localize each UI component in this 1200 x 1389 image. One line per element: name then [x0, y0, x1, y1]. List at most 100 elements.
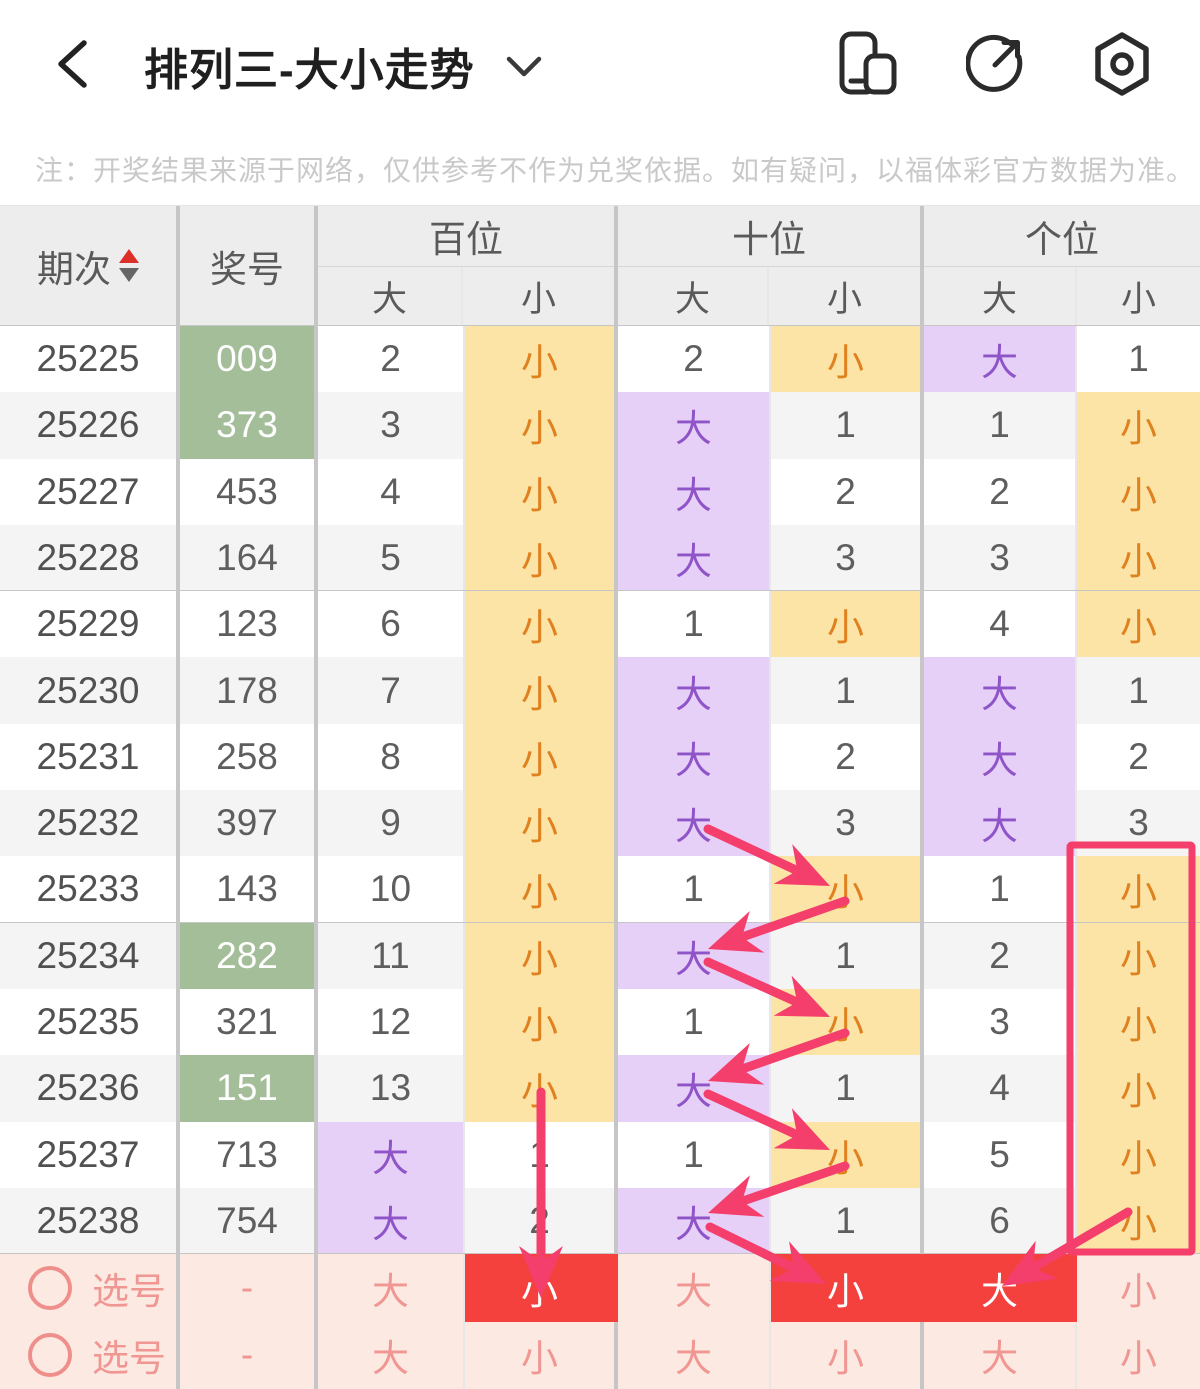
trend-cell: 4: [318, 458, 465, 525]
prize-cell: 754: [180, 1187, 318, 1254]
pick-cell[interactable]: 大: [318, 1254, 465, 1322]
trend-cell: 大: [318, 1121, 465, 1188]
trend-table: 期次 奖号 百位 大 小 十位 大 小 个位 大 小: [0, 205, 1200, 1389]
trend-cell: 小: [771, 326, 924, 393]
pick-cell[interactable]: 大: [924, 1254, 1077, 1322]
trend-cell: 10: [318, 856, 465, 922]
prize-cell: 282: [180, 922, 318, 989]
trend-cell: 2: [618, 326, 771, 393]
group-header-hundreds: 百位 大 小: [318, 206, 618, 325]
prize-cell: 258: [180, 723, 318, 791]
trend-cell: 3: [1128, 802, 1149, 844]
trend-cell: 小: [771, 1121, 924, 1188]
title-dropdown-button[interactable]: [505, 47, 543, 86]
trend-cell: 1: [618, 856, 771, 922]
trend-cell: 1: [465, 1121, 618, 1188]
pick-radio[interactable]: [28, 1265, 72, 1310]
trend-cell: 小: [1077, 591, 1200, 658]
table-pick-rows: 选号 - 大小大小大小选号 - 大小大小大小: [0, 1254, 1200, 1389]
trend-cell: 3: [771, 790, 924, 857]
sort-icon: [119, 249, 139, 282]
trend-cell: 大: [618, 657, 771, 724]
settings-button[interactable]: [1092, 31, 1152, 102]
period-cell: 25235: [0, 988, 180, 1056]
trend-cell: 12: [318, 988, 465, 1056]
trend-cell: 1: [771, 392, 924, 459]
prize-cell: 373: [180, 392, 318, 459]
trend-cell: 11: [318, 922, 465, 989]
trend-cell: 6: [318, 591, 465, 658]
trend-row: 25231 258 8 小大 2 大 2: [0, 723, 1200, 791]
disclaimer-text: 注：开奖结果来源于网络，仅供参考不作为兑奖依据。如有疑问，以福体彩官方数据为准。: [35, 154, 1196, 186]
pick-radio[interactable]: [28, 1333, 72, 1378]
trend-cell: 1: [618, 1121, 771, 1188]
trend-cell: 2: [924, 458, 1077, 525]
period-cell: 25238: [0, 1187, 180, 1254]
period-cell: 25230: [0, 657, 180, 724]
prize-cell: 453: [180, 458, 318, 525]
trend-cell: 1: [924, 856, 1077, 922]
period-cell: 25234: [0, 922, 180, 989]
sub-header-small: 小: [827, 279, 863, 319]
pick-label-cell: 选号: [0, 1321, 180, 1389]
trend-cell: 小: [465, 524, 618, 591]
trend-cell: 小: [465, 392, 618, 459]
trend-cell: 2: [771, 458, 924, 525]
pick-cell[interactable]: 小: [1120, 1270, 1157, 1312]
trend-cell: 5: [318, 524, 465, 591]
sort-up-icon: [119, 249, 139, 263]
pick-cell[interactable]: 小: [1120, 1338, 1157, 1380]
trend-cell: 2: [771, 723, 924, 791]
sub-header-big: 大: [318, 267, 464, 325]
pick-cell[interactable]: 大: [618, 1321, 771, 1389]
group-label: 百位: [318, 206, 614, 268]
back-button[interactable]: [52, 39, 96, 92]
prize-cell: 321: [180, 988, 318, 1056]
group-label: 个位: [924, 206, 1200, 268]
trend-cell: 3: [924, 524, 1077, 591]
group-header-ones: 个位 大 小: [924, 206, 1200, 325]
sub-header-small: 小: [1120, 279, 1156, 319]
period-cell: 25231: [0, 723, 180, 791]
topbar-actions: [838, 31, 1152, 102]
period-cell: 25236: [0, 1055, 180, 1122]
trend-cell: 大: [618, 922, 771, 989]
trend-cell: 大: [618, 392, 771, 459]
trend-cell: 小: [1077, 922, 1200, 989]
widgets-button[interactable]: [838, 31, 900, 102]
sub-header-big: 大: [618, 267, 770, 325]
pick-cell[interactable]: 小: [465, 1254, 618, 1322]
settings-icon: [1092, 31, 1152, 102]
trend-cell: 1: [618, 988, 771, 1056]
widgets-icon: [838, 31, 900, 102]
trend-cell: 1: [771, 1187, 924, 1254]
trend-cell: 1: [924, 392, 1077, 459]
trend-cell: 小: [465, 922, 618, 989]
pick-cell[interactable]: 小: [771, 1321, 924, 1389]
trend-cell: 小: [771, 591, 924, 658]
trend-row: 25237 713 大 1 1 小 5 小: [0, 1121, 1200, 1188]
trend-cell: 4: [924, 591, 1077, 658]
period-cell: 25226: [0, 392, 180, 459]
trend-cell: 大: [318, 1187, 465, 1254]
trend-row: 25233 143 10 小 1 小 1 小: [0, 856, 1200, 923]
trend-cell: 1: [771, 1055, 924, 1122]
pick-prize-cell: -: [180, 1321, 318, 1389]
pick-cell[interactable]: 小: [465, 1321, 618, 1389]
pick-cell[interactable]: 大: [318, 1321, 465, 1389]
pick-cell[interactable]: 大: [618, 1254, 771, 1322]
trend-cell: 3: [771, 524, 924, 591]
pick-cell[interactable]: 大: [924, 1321, 1077, 1389]
period-header[interactable]: 期次: [0, 206, 180, 325]
trend-cell: 大: [618, 524, 771, 591]
trend-cell: 小: [465, 591, 618, 658]
trend-cell: 小: [1077, 856, 1200, 922]
prize-cell: 123: [180, 591, 318, 658]
trend-cell: 2: [318, 326, 465, 393]
trend-cell: 小: [1077, 988, 1200, 1056]
pick-cell[interactable]: 小: [771, 1254, 924, 1322]
share-button[interactable]: [965, 34, 1026, 99]
trend-row: 25226 373 3 小大 1 1 小: [0, 392, 1200, 459]
page-title: 排列三-大小走势: [144, 46, 475, 95]
trend-cell: 13: [318, 1055, 465, 1122]
